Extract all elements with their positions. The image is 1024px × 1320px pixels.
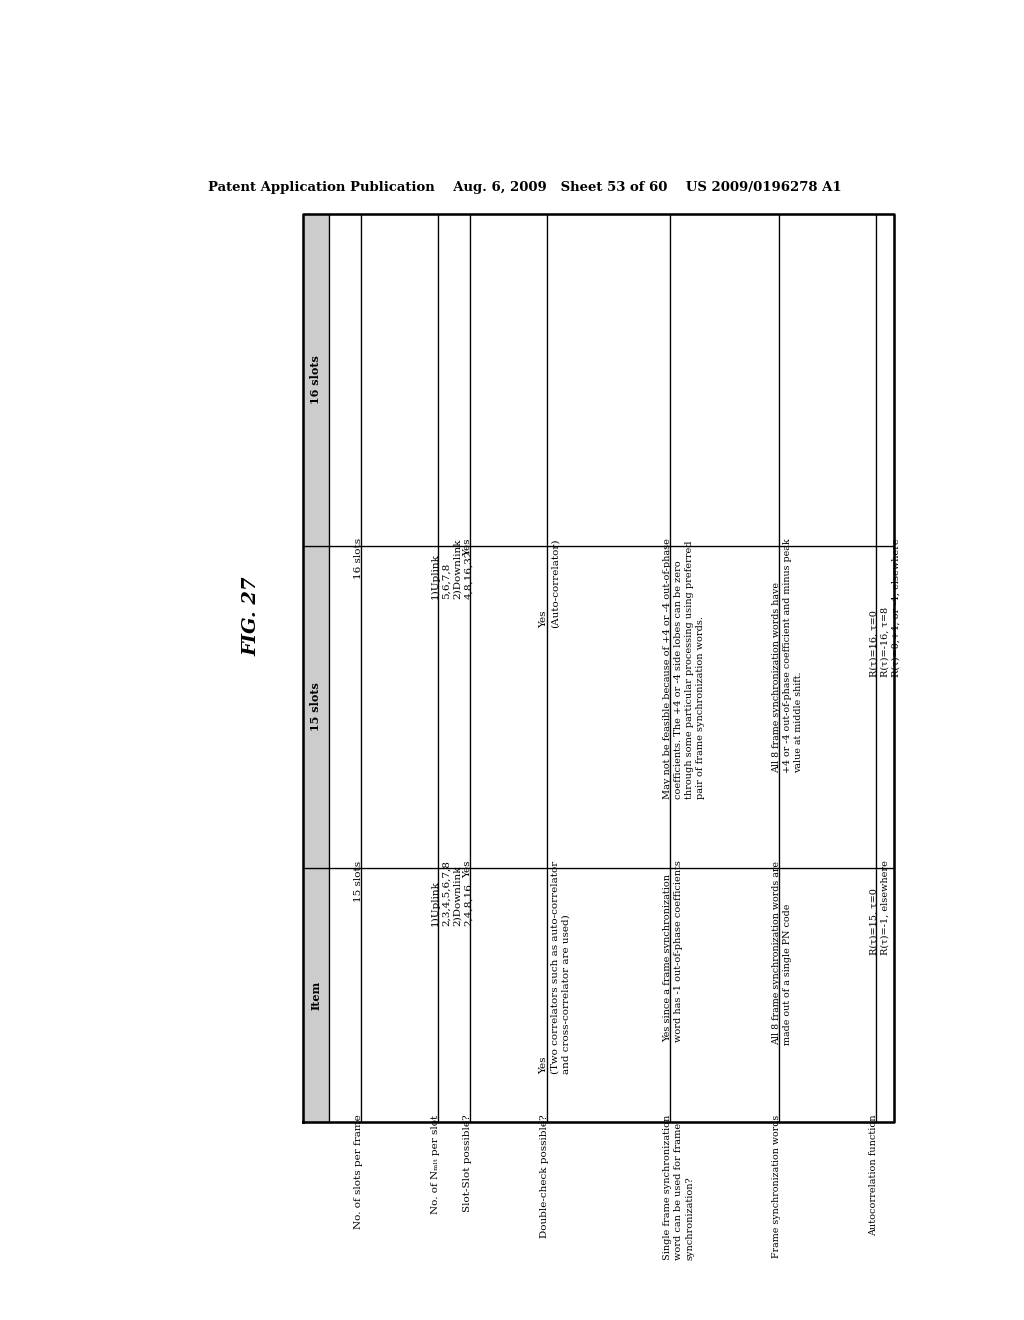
Text: 15 slots: 15 slots xyxy=(310,682,322,731)
Polygon shape xyxy=(779,867,877,1122)
Polygon shape xyxy=(547,867,671,1122)
Polygon shape xyxy=(779,214,877,545)
Polygon shape xyxy=(877,214,894,545)
Text: R(τ)=16, τ=0
R(τ)=-16, τ=8
R(τ)=0,+4, or -4, elsewhere: R(τ)=16, τ=0 R(τ)=-16, τ=8 R(τ)=0,+4, or… xyxy=(869,539,900,677)
Text: Yes
(Two correlators such as auto-correlator
and cross-correlator are used): Yes (Two correlators such as auto-correl… xyxy=(540,861,570,1073)
Text: May not be feasible because of +4 or -4 out-of-phase
coefficients. The +4 or -4 : May not be feasible because of +4 or -4 … xyxy=(664,539,706,799)
Text: 15 slots: 15 slots xyxy=(354,861,364,902)
Text: No. of Nₘₗₜ per slot: No. of Nₘₗₜ per slot xyxy=(431,1114,439,1214)
Polygon shape xyxy=(438,545,470,867)
Text: No. of slots per frame: No. of slots per frame xyxy=(354,1114,364,1229)
Polygon shape xyxy=(877,867,894,1122)
Polygon shape xyxy=(361,545,438,867)
Polygon shape xyxy=(329,545,361,867)
Text: 1)Uplink
2,3,4,5,6,7,8
2)Downlink
2,4,8,16: 1)Uplink 2,3,4,5,6,7,8 2)Downlink 2,4,8,… xyxy=(431,861,473,927)
Polygon shape xyxy=(547,545,671,867)
Text: All 8 frame synchronization words are
made out of a single PN code: All 8 frame synchronization words are ma… xyxy=(772,861,793,1044)
Polygon shape xyxy=(361,867,438,1122)
Polygon shape xyxy=(438,867,470,1122)
Polygon shape xyxy=(877,545,894,867)
Text: Yes: Yes xyxy=(463,861,472,878)
Text: 1)Uplink
5,6,7,8
2)Downlink
4,8,16,32: 1)Uplink 5,6,7,8 2)Downlink 4,8,16,32 xyxy=(431,539,473,599)
Text: Yes: Yes xyxy=(463,539,472,556)
Polygon shape xyxy=(671,545,779,867)
Text: Double-check possible?: Double-check possible? xyxy=(540,1114,549,1238)
Polygon shape xyxy=(303,867,329,1122)
Text: Autocorrelation function: Autocorrelation function xyxy=(869,1114,879,1237)
Polygon shape xyxy=(329,214,361,545)
Polygon shape xyxy=(470,867,547,1122)
Polygon shape xyxy=(303,545,329,867)
Text: Frame synchronization words: Frame synchronization words xyxy=(772,1114,781,1258)
Text: All 8 frame synchronization words have
+4 or -4 out-of-phase coefficient and min: All 8 frame synchronization words have +… xyxy=(772,539,803,774)
Polygon shape xyxy=(671,867,779,1122)
Polygon shape xyxy=(329,867,361,1122)
Text: FIG. 27: FIG. 27 xyxy=(242,576,260,656)
Text: Patent Application Publication    Aug. 6, 2009   Sheet 53 of 60    US 2009/01962: Patent Application Publication Aug. 6, 2… xyxy=(208,181,842,194)
Text: 16 slots: 16 slots xyxy=(310,355,322,404)
Text: Single frame synchronization
word can be used for frame
synchronization?: Single frame synchronization word can be… xyxy=(664,1114,694,1259)
Text: Item: Item xyxy=(310,981,322,1010)
Polygon shape xyxy=(547,214,671,545)
Polygon shape xyxy=(303,214,329,545)
Text: Yes
(Auto-correlator): Yes (Auto-correlator) xyxy=(540,539,560,628)
Polygon shape xyxy=(361,214,438,545)
Text: Yes since a frame synchronization
word has -1 out-of-phase coefficients: Yes since a frame synchronization word h… xyxy=(664,861,683,1043)
Polygon shape xyxy=(470,545,547,867)
Polygon shape xyxy=(779,545,877,867)
Polygon shape xyxy=(470,214,547,545)
Text: 16 slots: 16 slots xyxy=(354,539,364,579)
Text: R(τ)=15, τ=0
R(τ)=-1, elsewhere: R(τ)=15, τ=0 R(τ)=-1, elsewhere xyxy=(869,861,889,956)
Polygon shape xyxy=(438,214,470,545)
Text: Slot-Slot possible?: Slot-Slot possible? xyxy=(463,1114,472,1212)
Polygon shape xyxy=(671,214,779,545)
